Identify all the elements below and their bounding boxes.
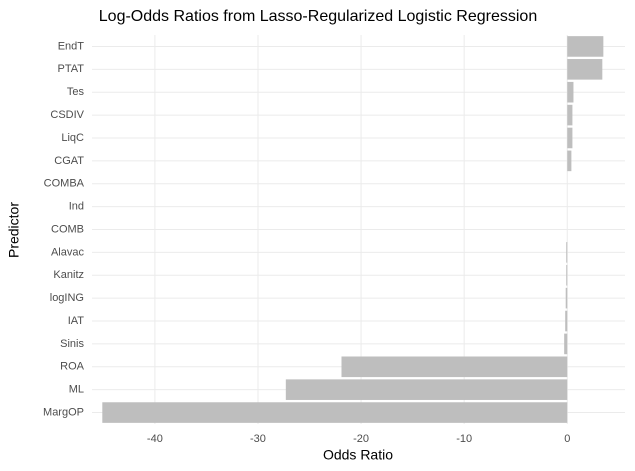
bar	[567, 150, 572, 172]
bar	[565, 287, 568, 309]
bar	[285, 379, 568, 400]
bar	[341, 356, 568, 378]
y-tick-label: MargOP	[43, 406, 84, 418]
bar	[566, 264, 568, 286]
y-tick-label: Sinis	[60, 338, 84, 350]
y-tick-label: COMBA	[44, 178, 85, 190]
x-tick-label: -40	[147, 433, 163, 445]
y-axis-title: Predictor	[6, 202, 22, 258]
y-tick-label: COMB	[51, 223, 84, 235]
bar	[567, 59, 603, 80]
x-axis-title: Odds Ratio	[323, 447, 393, 463]
y-tick-label: Ind	[69, 201, 84, 213]
bar	[567, 36, 604, 57]
x-tick-label: -20	[353, 433, 369, 445]
y-tick-label: CGAT	[54, 155, 84, 167]
y-tick-label: PTAT	[58, 63, 85, 75]
bar	[102, 402, 568, 423]
x-tick-label: -10	[456, 433, 472, 445]
y-tick-label: IAT	[68, 315, 85, 327]
y-tick-label: logING	[50, 292, 84, 304]
bar	[567, 81, 574, 103]
y-tick-label: ROA	[60, 361, 85, 373]
y-tick-label: Kanitz	[53, 269, 84, 281]
bar	[565, 310, 568, 332]
bar	[567, 104, 573, 126]
y-tick-label: Alavac	[51, 246, 85, 258]
bar	[564, 333, 568, 355]
y-tick-label: EndT	[58, 40, 85, 52]
y-tick-label: LiqC	[61, 132, 84, 144]
y-tick-label: ML	[69, 384, 84, 396]
bar	[566, 242, 568, 263]
chart-title: Log-Odds Ratios from Lasso-Regularized L…	[99, 8, 537, 25]
y-tick-label: Tes	[67, 86, 85, 98]
x-tick-label: 0	[564, 433, 570, 445]
y-tick-label: CSDIV	[50, 109, 84, 121]
x-tick-label: -30	[250, 433, 266, 445]
bar	[567, 127, 573, 149]
